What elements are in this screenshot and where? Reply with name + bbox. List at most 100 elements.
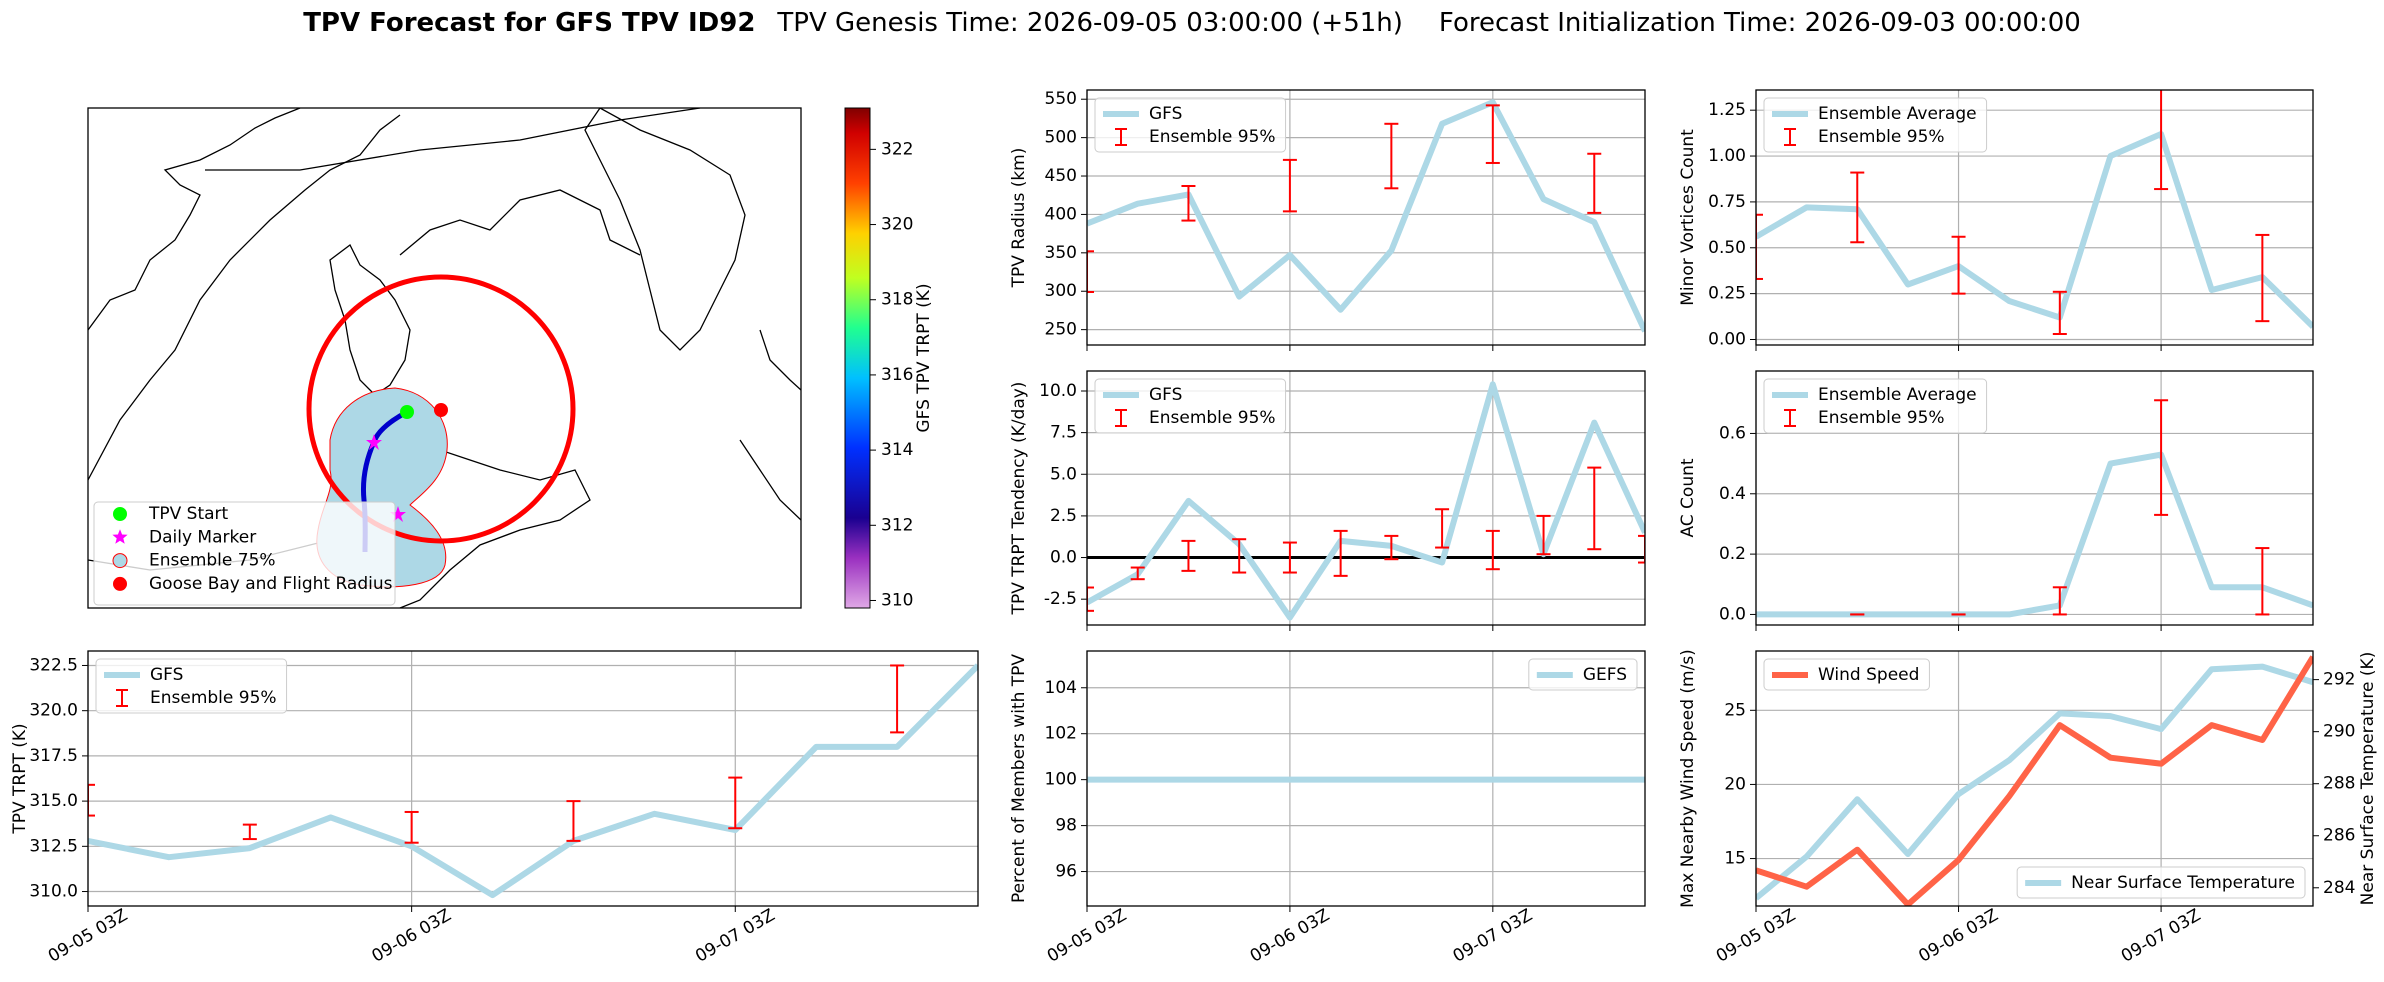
legend-label: Ensemble Average (1818, 104, 1977, 124)
x-tick-label: 09-05 03Z (1044, 905, 1130, 966)
legend-label: Goose Bay and Flight Radius (149, 574, 393, 594)
legend-label: Ensemble Average (1818, 385, 1977, 405)
legend: Ensemble Average Ensemble 95% (1763, 97, 1988, 153)
legend: Near Surface Temperature (2016, 866, 2306, 899)
legend-label: GFS (1149, 104, 1182, 124)
y-tick-label: 0.75 (1708, 192, 1746, 212)
y-tick-label: 25 (1724, 700, 1746, 720)
plot-content (1087, 381, 1645, 621)
y-tick-label: 2.5 (1050, 506, 1077, 526)
axes-frame (1755, 370, 2314, 626)
y-tick-label: 315.0 (29, 791, 78, 811)
legend-label: Ensemble 95% (1818, 127, 1945, 147)
tpv-start (400, 405, 414, 419)
y-tick-label: 500 (1045, 128, 1077, 148)
x-tick-label: 09-05 03Z (1713, 905, 1799, 966)
y-tick-label: -2.5 (1044, 589, 1077, 609)
y2-tick-label: 292 (2323, 670, 2355, 690)
y-tick-label: 5.0 (1050, 464, 1077, 484)
colorbar-tick-label: 310 (881, 590, 913, 610)
x-tick-label: 09-05 03Z (45, 905, 131, 966)
legend-box (1094, 97, 1287, 153)
series-line (1756, 663, 2313, 901)
plot-content (1087, 99, 1645, 333)
legend-box (1094, 378, 1287, 434)
y-tick-label: 1.25 (1708, 100, 1746, 120)
coastline (88, 108, 301, 331)
colorbar-tick-label: 312 (881, 515, 913, 535)
chart-panel: 310.0 312.5 315.0 317.5 320.0 322.5 09-05 03Z 0… (10, 650, 979, 967)
axes-frame (1086, 650, 1646, 907)
y-tick-label: 0.00 (1708, 329, 1746, 349)
y-axis-label: TPV TRPT (K) (10, 723, 30, 834)
y-tick-label: 1.00 (1708, 146, 1746, 166)
daily-marker (366, 434, 382, 450)
legend-marker (112, 553, 128, 569)
plot-content (1756, 655, 2313, 906)
colorbar (844, 107, 871, 609)
plot-content (1756, 90, 2313, 335)
y-tick-label: 98 (1055, 816, 1077, 836)
axes-frame (1755, 650, 2314, 907)
y-axis-label: TPV TRPT Tendency (K/day) (1009, 382, 1029, 616)
chart-panel: -2.5 0.0 2.5 5.0 7.5 10.0 TPV TRPT Tendency (K… (1009, 370, 1646, 631)
figure-title: TPV Forecast for GFS TPV ID92 TPV Genesis… (303, 8, 2081, 38)
y-tick-label: 310.0 (29, 882, 78, 902)
legend-box (95, 658, 288, 714)
y-tick-label: 0.25 (1708, 284, 1746, 304)
y-axis-label: AC Count (1678, 458, 1698, 537)
y-tick-label: 300 (1045, 281, 1077, 301)
y-axis-label: Max Nearby Wind Speed (m/s) (1678, 649, 1698, 908)
axes-frame (1755, 89, 2314, 346)
daily-marker (390, 506, 406, 522)
legend-marker (113, 576, 127, 591)
colorbar-tick-label: 322 (881, 139, 913, 159)
y-tick-label: 312.5 (29, 836, 78, 856)
coastline (399, 419, 591, 608)
coastline (759, 329, 801, 391)
series-line (1087, 99, 1645, 333)
series-line (1756, 655, 2313, 906)
y2-tick-label: 284 (2323, 878, 2355, 898)
map-legend-box (93, 501, 396, 606)
x-tick-label: 09-06 03Z (368, 905, 454, 966)
chart-panel: 0.00 0.25 0.50 0.75 1.00 1.25 Minor Vortices C… (1678, 89, 2314, 351)
legend-label: GFS (150, 665, 183, 685)
legend-label: TPV Start (148, 504, 229, 524)
y-tick-label: 400 (1045, 204, 1077, 224)
y-axis-label: Minor Vortices Count (1678, 129, 1698, 306)
greenland (584, 108, 746, 351)
legend-label: Near Surface Temperature (2071, 873, 2295, 893)
legend-box (1763, 378, 1988, 434)
y2-axis-label: Near Surface Temperature (K) (2358, 652, 2378, 906)
legend-box (1528, 658, 1638, 691)
coastline (205, 108, 701, 171)
y-tick-label: 0.2 (1719, 544, 1746, 564)
y-tick-label: 317.5 (29, 746, 78, 766)
chart-panel: 96 98 100 102 104 09-05 03Z 09-06 03Z 09-07 03Z… (1009, 650, 1646, 967)
axes-frame (87, 650, 979, 907)
series-line (1756, 451, 2313, 618)
map-panel: TPV Start Daily Marker Ensemble 75% Goose B… (87, 107, 934, 610)
y2-tick-label: 288 (2323, 774, 2355, 794)
legend-label: Ensemble 75% (149, 551, 276, 571)
axes-frame (1086, 370, 1646, 626)
series-line (1756, 131, 2313, 329)
y-tick-label: 100 (1045, 770, 1077, 790)
legend-label: Daily Marker (149, 527, 256, 547)
legend-box (2016, 866, 2306, 899)
legend-label: Ensemble 95% (1818, 408, 1945, 428)
legend: GFS Ensemble 95% (1094, 97, 1287, 153)
axes-frame (1086, 89, 1646, 346)
y-tick-label: 450 (1045, 166, 1077, 186)
legend: GFS Ensemble 95% (95, 658, 288, 714)
x-tick-label: 09-06 03Z (1247, 905, 1333, 966)
y-tick-label: 20 (1724, 774, 1746, 794)
y-axis-label: TPV Radius (km) (1009, 148, 1029, 289)
legend: GEFS (1528, 658, 1638, 691)
y-tick-label: 550 (1045, 89, 1077, 109)
legend-label: Wind Speed (1818, 665, 1919, 685)
title-main: TPV Forecast for GFS TPV ID92 (303, 8, 755, 38)
